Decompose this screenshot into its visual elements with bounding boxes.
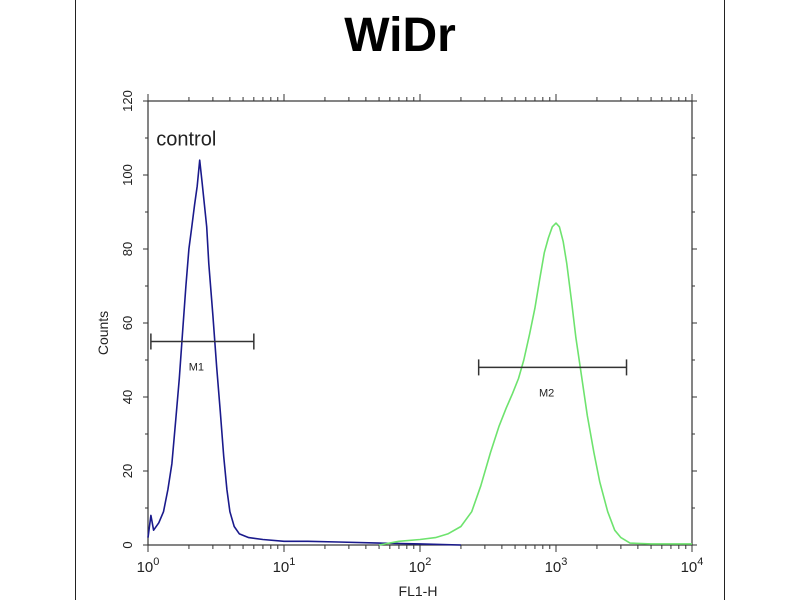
y-tick-label: 40 — [120, 390, 135, 404]
x-tick-label: 104 — [681, 556, 704, 576]
plot-border — [147, 100, 693, 546]
y-tick-label: 80 — [120, 242, 135, 256]
y-tick-label: 100 — [120, 164, 135, 186]
series-group: control — [147, 128, 692, 546]
x-tick-label: 102 — [409, 556, 432, 576]
y-axis-label: Counts — [95, 311, 111, 355]
y-tick-label: 0 — [120, 541, 135, 548]
y-tick-label: 20 — [120, 464, 135, 478]
x-axis-label: FL1-H — [399, 583, 438, 599]
image-frame — [75, 0, 725, 600]
marker-label: M1 — [189, 362, 204, 374]
markers-group: M1 M2 — [150, 333, 628, 399]
annotation-label: control — [156, 128, 216, 150]
x-tick-label: 103 — [545, 556, 568, 576]
series-line-control — [147, 159, 461, 546]
x-tick-label: 100 — [137, 556, 160, 576]
plot-axes: 0 20 40 60 80 100 120 100 101 102 103 104 — [120, 90, 703, 576]
marker-label: M2 — [539, 387, 554, 399]
series-line-sample-1 — [378, 222, 692, 546]
chart-title: WiDr — [344, 9, 456, 62]
y-tick-label: 60 — [120, 316, 135, 330]
y-tick-label: 120 — [120, 90, 135, 112]
x-tick-label: 101 — [273, 556, 296, 576]
